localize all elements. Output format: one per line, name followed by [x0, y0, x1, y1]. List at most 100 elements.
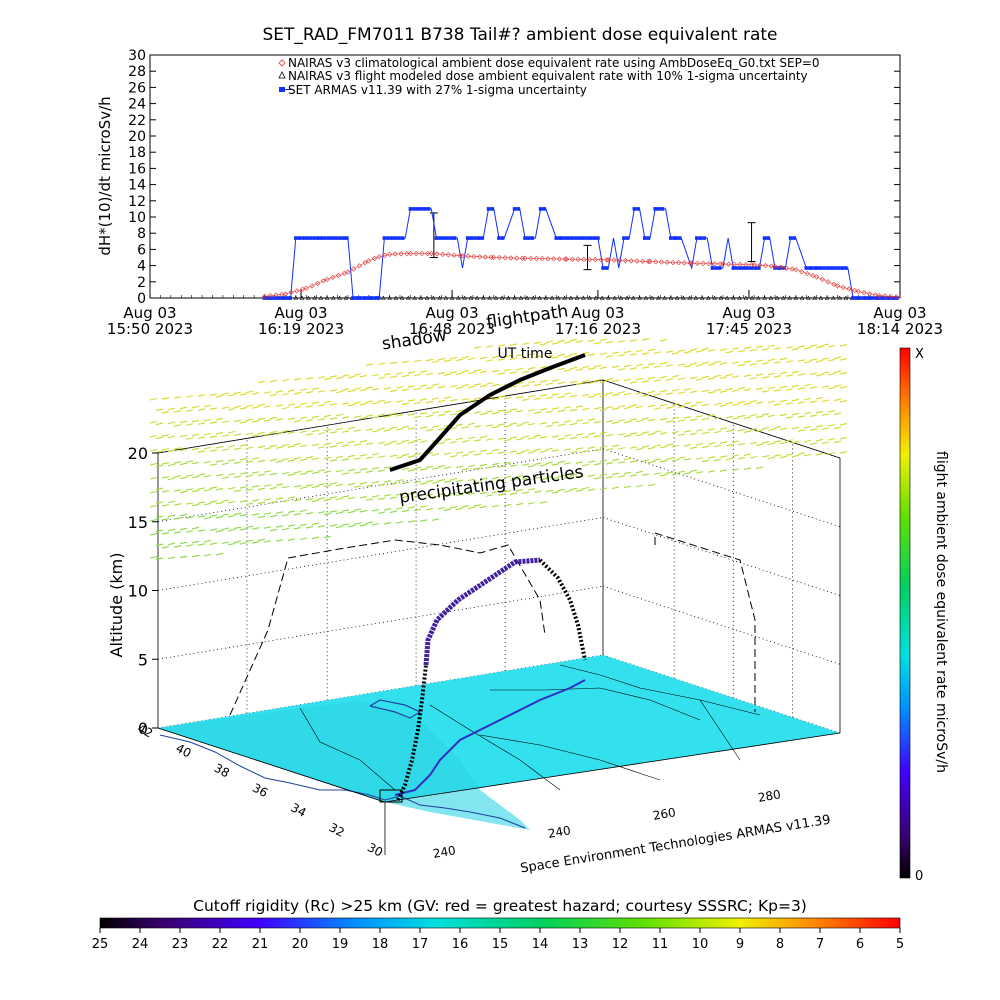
particle-mark — [527, 366, 536, 370]
particle-mark — [749, 441, 758, 445]
nairas-point — [569, 256, 576, 262]
particle-mark — [821, 357, 830, 361]
particle-mark — [587, 395, 596, 398]
particle-mark — [521, 342, 530, 346]
particle-mark — [173, 503, 182, 506]
particle-mark — [365, 386, 374, 389]
particle-mark — [173, 475, 182, 478]
particle-mark — [173, 545, 182, 548]
particle-mark — [275, 460, 284, 463]
particle-mark — [317, 404, 326, 407]
particle-mark — [365, 470, 374, 473]
particle-mark — [149, 490, 158, 494]
particle-mark — [689, 376, 698, 380]
particle-mark — [335, 525, 344, 529]
nairas-point — [586, 256, 593, 263]
particle-mark — [641, 473, 650, 476]
particle-mark — [569, 487, 578, 491]
triangle-point — [593, 295, 599, 300]
particle-mark — [491, 425, 500, 429]
triangle-point — [693, 295, 699, 300]
y-tick-label: 18 — [128, 145, 146, 161]
particle-mark — [833, 384, 842, 388]
nairas-point — [528, 255, 534, 262]
lon-tick-label: 280 — [757, 787, 782, 805]
particle-mark — [455, 451, 464, 455]
particle-mark — [659, 473, 668, 477]
particle-mark — [815, 438, 824, 442]
particle-mark — [431, 383, 440, 386]
particle-mark — [329, 389, 338, 392]
particle-mark — [713, 360, 722, 364]
triangle-point — [712, 295, 717, 300]
particle-mark — [341, 402, 350, 405]
triangle-point — [324, 295, 330, 300]
particle-mark — [149, 420, 158, 424]
particle-mark — [413, 387, 422, 391]
particle-mark — [557, 395, 566, 399]
grid-line — [602, 585, 841, 665]
nairas-point — [502, 255, 508, 261]
nairas-point — [804, 271, 810, 277]
particle-mark — [329, 375, 338, 378]
particle-mark — [611, 351, 620, 355]
particle-mark — [605, 341, 614, 344]
legend-marker — [278, 71, 286, 79]
particle-mark — [305, 512, 314, 515]
particle-mark — [791, 384, 800, 388]
nairas-point — [398, 251, 404, 257]
nairas-point — [545, 256, 551, 262]
particle-mark — [245, 390, 254, 394]
particle-mark — [671, 351, 680, 355]
particle-mark — [767, 344, 776, 348]
right-colorbar-bottom: 0 — [915, 869, 923, 884]
particle-mark — [233, 433, 242, 437]
particle-mark — [599, 380, 608, 384]
particle-mark — [449, 398, 458, 402]
particle-mark — [395, 372, 404, 375]
particle-mark — [467, 478, 476, 482]
particle-mark — [569, 338, 578, 342]
particle-mark — [707, 363, 716, 366]
nairas-point — [345, 269, 351, 275]
nairas-point — [522, 255, 528, 261]
triangle-point — [437, 295, 442, 300]
armas-point — [526, 236, 531, 240]
particle-mark — [359, 416, 368, 420]
particle-mark — [281, 499, 290, 503]
armas-point — [530, 236, 535, 240]
particle-mark — [695, 401, 704, 404]
particle-mark — [815, 396, 824, 400]
armas-point — [646, 236, 651, 240]
armas-point — [749, 266, 754, 270]
particle-mark — [725, 373, 734, 377]
particle-mark — [503, 503, 512, 507]
particle-mark — [617, 354, 626, 357]
particle-mark — [593, 448, 602, 452]
triangle-point — [499, 295, 505, 300]
particle-mark — [251, 527, 260, 530]
particle-mark — [551, 463, 560, 466]
particle-mark — [665, 378, 674, 381]
particle-mark — [263, 419, 272, 422]
particle-mark — [725, 429, 734, 433]
x-tick-label: 16:48 2023 — [409, 320, 495, 338]
particle-mark — [467, 385, 476, 389]
nairas-point — [737, 261, 743, 268]
armas-point — [858, 296, 863, 300]
particle-mark — [497, 358, 506, 361]
particle-mark — [161, 397, 170, 400]
particle-mark — [383, 373, 392, 376]
particle-mark — [239, 528, 248, 531]
particle-mark — [749, 427, 758, 431]
particle-mark — [743, 416, 752, 419]
particle-mark — [347, 454, 356, 458]
particle-mark — [161, 504, 170, 507]
particle-mark — [185, 488, 194, 491]
particle-mark — [479, 505, 488, 509]
particle-mark — [227, 472, 236, 476]
nairas-point — [778, 264, 784, 270]
particle-mark — [839, 344, 848, 347]
particle-mark — [797, 373, 806, 376]
nairas-point — [834, 283, 841, 289]
